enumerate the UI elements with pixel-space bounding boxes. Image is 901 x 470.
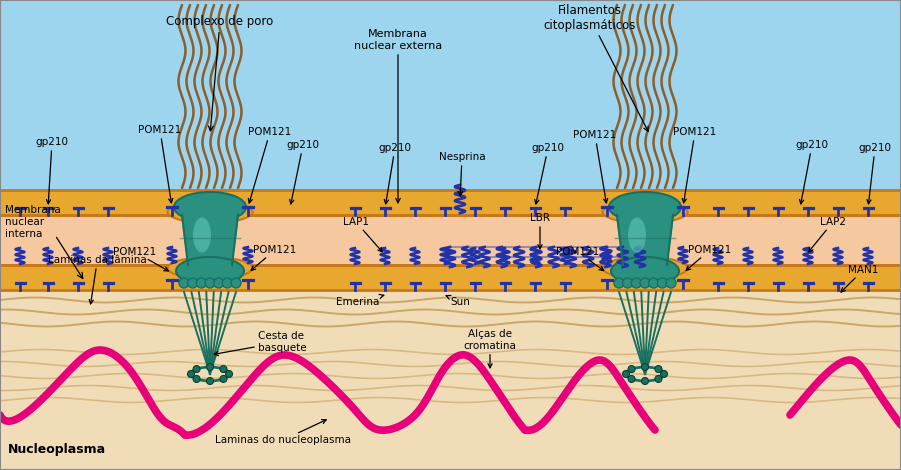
Text: Sun: Sun xyxy=(446,296,470,307)
Text: Alças de
cromatina: Alças de cromatina xyxy=(463,329,516,368)
Text: LBR: LBR xyxy=(530,213,550,249)
Text: POM121: POM121 xyxy=(673,127,716,203)
Circle shape xyxy=(623,370,630,377)
Ellipse shape xyxy=(611,257,679,285)
Ellipse shape xyxy=(179,278,189,288)
Text: Membrana
nuclear
interna: Membrana nuclear interna xyxy=(5,205,60,239)
Text: POM121: POM121 xyxy=(251,245,296,270)
Ellipse shape xyxy=(214,278,223,288)
Circle shape xyxy=(206,377,214,384)
Ellipse shape xyxy=(666,278,676,288)
Ellipse shape xyxy=(649,278,659,288)
Ellipse shape xyxy=(603,257,687,279)
Text: POM121: POM121 xyxy=(557,247,604,271)
Text: Complexo de poro: Complexo de poro xyxy=(167,16,274,131)
Ellipse shape xyxy=(205,278,215,288)
Polygon shape xyxy=(182,217,238,263)
Text: Cesta de
basquete: Cesta de basquete xyxy=(214,331,306,356)
Text: gp210: gp210 xyxy=(859,143,891,204)
Circle shape xyxy=(642,377,649,384)
Ellipse shape xyxy=(614,278,624,288)
Text: Nesprina: Nesprina xyxy=(439,152,486,196)
Ellipse shape xyxy=(623,278,633,288)
Circle shape xyxy=(187,370,195,377)
Circle shape xyxy=(220,376,227,383)
Circle shape xyxy=(220,366,227,373)
Circle shape xyxy=(628,366,635,373)
FancyBboxPatch shape xyxy=(0,0,901,190)
Circle shape xyxy=(660,370,668,377)
Text: LAP1: LAP1 xyxy=(343,217,382,252)
Ellipse shape xyxy=(176,257,244,285)
Ellipse shape xyxy=(609,192,681,222)
Text: Laminas do nucleoplasma: Laminas do nucleoplasma xyxy=(215,420,351,445)
Text: Laminas da lâmina: Laminas da lâmina xyxy=(48,255,147,304)
Ellipse shape xyxy=(168,257,252,279)
Text: Membrana
nuclear externa: Membrana nuclear externa xyxy=(354,29,442,203)
Circle shape xyxy=(193,376,200,383)
Ellipse shape xyxy=(231,278,241,288)
Circle shape xyxy=(655,376,662,383)
Text: Emerina: Emerina xyxy=(336,294,384,307)
Ellipse shape xyxy=(187,278,197,288)
Ellipse shape xyxy=(193,218,211,252)
Ellipse shape xyxy=(628,218,646,252)
Ellipse shape xyxy=(168,201,252,223)
Text: POM121: POM121 xyxy=(687,245,732,270)
Ellipse shape xyxy=(632,278,642,288)
Text: POM121: POM121 xyxy=(114,247,168,271)
Text: gp210: gp210 xyxy=(35,137,68,204)
Ellipse shape xyxy=(174,192,246,222)
Text: Nucleoplasma: Nucleoplasma xyxy=(8,444,106,456)
Text: POM121: POM121 xyxy=(249,127,292,203)
Circle shape xyxy=(642,363,649,370)
Text: POM121: POM121 xyxy=(139,125,182,203)
Circle shape xyxy=(225,370,232,377)
Text: LAP2: LAP2 xyxy=(808,217,846,252)
Ellipse shape xyxy=(603,201,687,223)
Ellipse shape xyxy=(658,278,668,288)
Ellipse shape xyxy=(196,278,206,288)
Text: gp210: gp210 xyxy=(287,140,320,204)
Text: gp210: gp210 xyxy=(796,140,829,204)
Text: POM121: POM121 xyxy=(573,130,616,203)
Ellipse shape xyxy=(640,278,650,288)
Circle shape xyxy=(193,366,200,373)
Circle shape xyxy=(628,376,635,383)
Circle shape xyxy=(655,366,662,373)
Ellipse shape xyxy=(223,278,232,288)
Text: gp210: gp210 xyxy=(378,143,412,204)
FancyBboxPatch shape xyxy=(0,265,901,290)
Polygon shape xyxy=(617,217,673,263)
Text: Filamentos
citoplasmáticos: Filamentos citoplasmáticos xyxy=(544,4,648,131)
Text: MAN1: MAN1 xyxy=(841,265,878,292)
Circle shape xyxy=(206,363,214,370)
FancyBboxPatch shape xyxy=(0,290,901,470)
FancyBboxPatch shape xyxy=(0,190,901,215)
Text: gp210: gp210 xyxy=(532,143,565,204)
FancyBboxPatch shape xyxy=(0,215,901,265)
